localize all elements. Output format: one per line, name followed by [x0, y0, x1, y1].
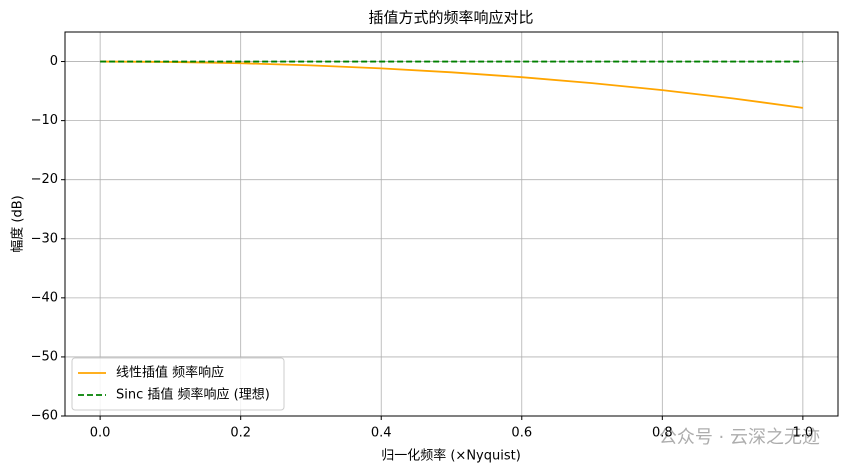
x-tick-label: 0.4 [371, 426, 392, 441]
y-tick-label: −20 [31, 172, 58, 187]
legend-label: 线性插值 频率响应 [116, 365, 224, 381]
x-tick-label: 0.6 [511, 426, 532, 441]
x-axis-label: 归一化频率 (×Nyquist) [381, 448, 521, 464]
legend-label: Sinc 插值 频率响应 (理想) [116, 387, 270, 403]
plot-frame [64, 31, 839, 417]
x-tick-label: 0.0 [90, 426, 111, 441]
y-tick-label: −60 [31, 409, 58, 424]
y-tick-label: −30 [31, 231, 58, 246]
y-axis-label: 幅度 (dB) [10, 195, 26, 252]
line-series [100, 60, 803, 109]
y-tick-label: −40 [31, 290, 58, 305]
x-tick-label: 0.8 [652, 426, 673, 441]
watermark: 公众号 · 云深之无迹 [659, 427, 820, 448]
y-tick-label: −50 [31, 349, 58, 364]
x-tick-label: 0.2 [230, 426, 251, 441]
y-tick-label: 0 [50, 54, 58, 69]
legend-box [71, 357, 285, 411]
chart-title: 插值方式的频率响应对比 [368, 9, 533, 27]
y-tick-label: −10 [31, 113, 58, 128]
x-tick-label: 1.0 [793, 426, 814, 441]
